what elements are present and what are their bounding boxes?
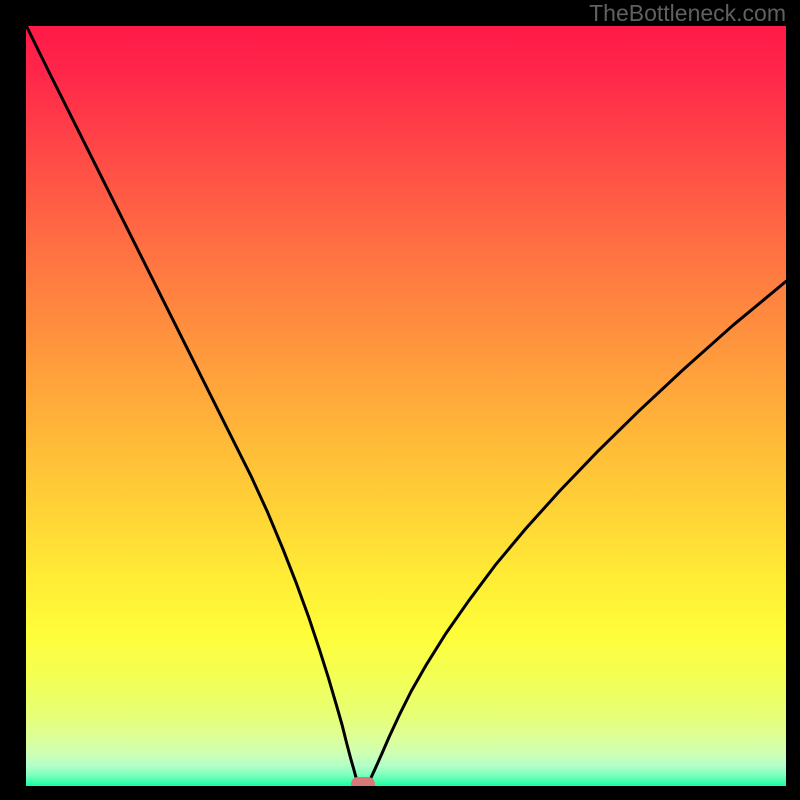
bottleneck-curve	[26, 26, 786, 786]
watermark-text: TheBottleneck.com	[589, 0, 786, 27]
plot-area	[26, 26, 786, 786]
optimum-marker	[351, 777, 375, 786]
